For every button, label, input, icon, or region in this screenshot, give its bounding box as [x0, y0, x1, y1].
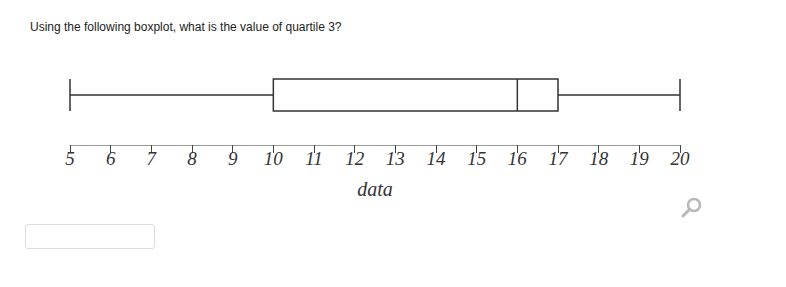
svg-text:18: 18	[589, 148, 609, 169]
svg-text:9: 9	[228, 148, 238, 169]
svg-text:14: 14	[427, 148, 447, 169]
svg-text:Using the following boxplot, w: Using the following boxplot, what is the…	[30, 20, 342, 34]
svg-text:6: 6	[106, 148, 116, 169]
svg-text:17: 17	[549, 148, 570, 169]
svg-text:20: 20	[671, 148, 691, 169]
svg-text:16: 16	[508, 148, 528, 169]
svg-text:13: 13	[386, 148, 405, 169]
svg-text:15: 15	[467, 148, 486, 169]
svg-text:5: 5	[65, 148, 75, 169]
svg-text:10: 10	[264, 148, 284, 169]
svg-text:11: 11	[305, 148, 323, 169]
svg-text:19: 19	[630, 148, 650, 169]
svg-text:12: 12	[345, 148, 365, 169]
svg-text:data: data	[357, 178, 393, 200]
svg-text:8: 8	[187, 148, 197, 169]
svg-text:7: 7	[147, 148, 158, 169]
